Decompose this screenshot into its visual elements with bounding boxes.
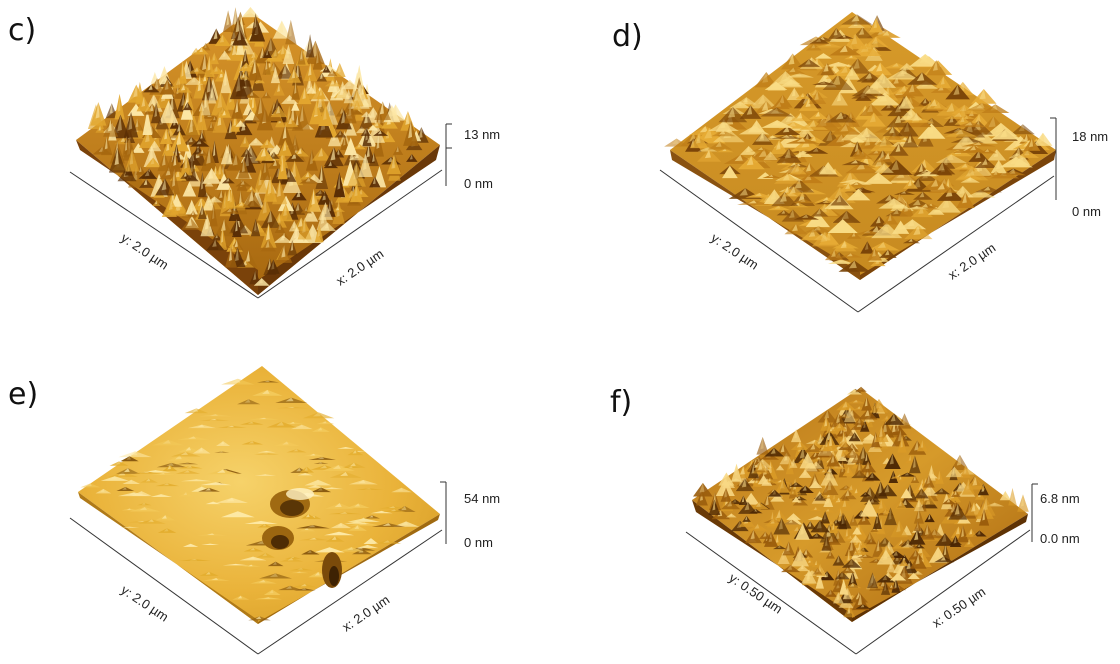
afm-surface-3d (664, 12, 1056, 280)
afm-panel-d: d) y: 2.0 µm x: 2.0 µm 18 nm 0 nm (560, 0, 1120, 332)
axes: y: 2.0 µm x: 2.0 µm (659, 117, 1057, 313)
z-min-label: 0 nm (464, 176, 493, 191)
surface-front-right (860, 150, 1056, 280)
afm-surface-3d (78, 366, 440, 624)
surface-texture (80, 378, 420, 621)
panel-label: c) (8, 13, 37, 48)
y-axis-label: y: 2.0 µm (118, 582, 171, 624)
z-min-label: 0.0 nm (1040, 531, 1080, 546)
surface-front-right (852, 514, 1028, 622)
panel-label: e) (8, 377, 39, 412)
z-max-label: 18 nm (1072, 129, 1109, 144)
z-max-label: 13 nm (464, 127, 501, 142)
surface-front-right (258, 145, 440, 295)
z-max-label: 54 nm (464, 491, 501, 506)
surface-front-right (258, 514, 440, 624)
panel-label: d) (612, 19, 643, 54)
y-axis-label: y: 2.0 µm (118, 230, 171, 272)
y-axis-label: y: 0.50 µm (726, 570, 785, 617)
afm-panel-e: e) y: 2.0 µm x: 2.0 µm 54 nm 0 nm (0, 332, 560, 664)
afm-panel-f: f) y: 0.50 µm x: 0.50 µm 6.8 nm 0.0 nm (560, 332, 1120, 664)
afm-surface-3d (692, 386, 1029, 622)
surface-front-left (78, 492, 258, 624)
surface-texture (87, 6, 429, 286)
afm-panel-c: c) y: 2.0 µm x: 2.0 µm 13 nm 0 nm (0, 0, 560, 332)
surface-pits (262, 488, 342, 588)
axes: y: 2.0 µm x: 2.0 µm (69, 123, 452, 299)
x-axis-label: x: 2.0 µm (339, 592, 392, 634)
surface-texture (664, 14, 1053, 272)
x-axis-label: x: 2.0 µm (333, 246, 386, 288)
surface-front-left (670, 150, 860, 280)
afm-surface-3d (76, 6, 440, 295)
panel-label: f) (610, 385, 633, 420)
axes: y: 0.50 µm x: 0.50 µm (685, 483, 1038, 655)
surface-body (78, 366, 440, 624)
z-min-label: 0 nm (1072, 204, 1101, 219)
surface-body (692, 388, 1028, 622)
z-max-label: 6.8 nm (1040, 491, 1080, 506)
x-axis-label: x: 0.50 µm (929, 584, 988, 631)
axes: y: 2.0 µm x: 2.0 µm (69, 481, 447, 655)
surface-texture (693, 386, 1029, 618)
z-min-label: 0 nm (464, 535, 493, 550)
